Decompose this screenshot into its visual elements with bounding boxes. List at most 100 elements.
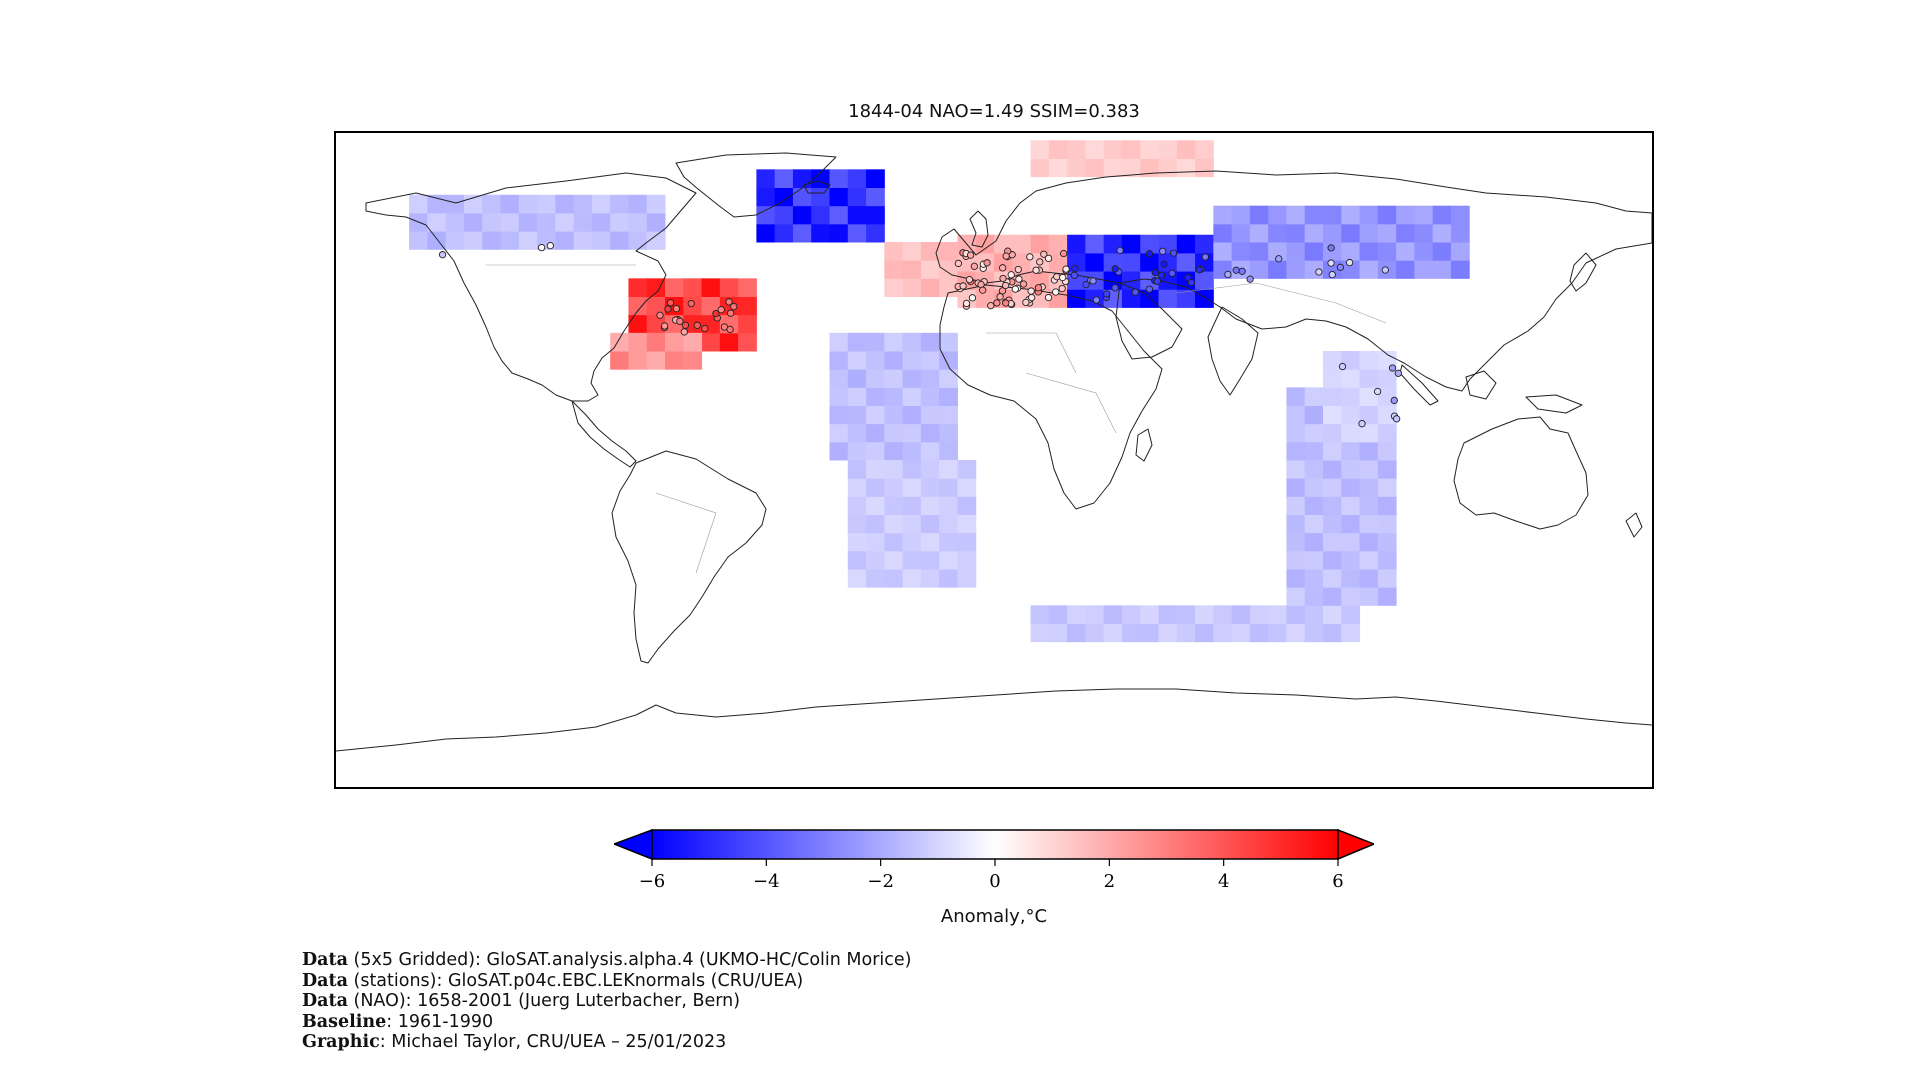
anomaly-cell [665,351,684,370]
anomaly-cell [866,514,885,534]
station-marker [1168,269,1176,277]
country-borders [486,264,1387,574]
station-marker [1381,266,1389,274]
anomaly-cell [1323,223,1342,243]
anomaly-cell [1377,223,1397,243]
anomaly-cell [866,351,885,370]
anomaly-cell [1450,205,1470,225]
anomaly-cell [1359,460,1379,479]
anomaly-cell [537,212,556,232]
station-marker [1032,266,1040,274]
anomaly-cell [427,212,447,232]
anomaly-cell [1359,423,1379,443]
credits-block: Data (5x5 Gridded): GloSAT.analysis.alph… [302,950,912,1053]
anomaly-cell [1323,532,1342,552]
anomaly-cell [555,212,575,232]
station-marker [1034,284,1043,292]
station-marker [1027,287,1035,295]
anomaly-cell [1341,532,1361,552]
anomaly-cell [1414,205,1434,225]
anomaly-cell [1323,387,1342,406]
anomaly-cell [646,314,666,334]
station-marker [1011,285,1019,293]
anomaly-cell [884,423,904,443]
anomaly-cell [829,205,849,225]
anomaly-cell [1213,605,1233,624]
anomaly-cell [1323,441,1342,461]
station-marker [1111,265,1119,273]
anomaly-cell [1341,242,1361,261]
colorbar-tick-label: −2 [867,871,894,892]
anomaly-cell [646,296,666,316]
anomaly-cell [1323,623,1342,643]
station-marker [1390,396,1398,405]
station-marker [1111,284,1119,292]
coastline-india [1207,306,1259,396]
anomaly-cell [518,194,538,214]
anomaly-cell [1359,514,1379,534]
station-marker [676,317,684,325]
anomaly-cell [1067,289,1086,308]
anomaly-cell [591,231,611,250]
station-marker [1392,415,1401,423]
station-marker [1002,252,1010,260]
anomaly-cell [1286,405,1306,425]
station-marker [1059,273,1067,282]
station-marker [1388,364,1397,372]
colorbar-gradient [651,829,1339,860]
station-marker [1089,277,1097,285]
coastline-south-america [611,450,767,664]
anomaly-cell [884,460,904,479]
anomaly-cell [1176,252,1196,272]
anomaly-cell [1067,623,1086,643]
anomaly-cell [774,187,794,207]
anomaly-cell [1121,140,1141,159]
anomaly-cell [884,441,904,461]
anomaly-cell [1396,223,1415,243]
anomaly-cell [1304,587,1324,606]
anomaly-cell [1323,405,1342,425]
station-marker [725,298,733,306]
anomaly-cell [1286,441,1306,461]
anomaly-cell [555,231,575,250]
anomaly-cell [756,223,776,243]
anomaly-cell [1286,223,1306,243]
anomaly-cell [1341,423,1361,443]
anomaly-cell [829,223,849,243]
station-marker [1062,265,1070,273]
station-marker [726,325,734,334]
anomaly-cell [847,532,867,552]
anomaly-cell [756,205,776,225]
anomaly-cell [847,351,867,370]
anomaly-cell [1249,605,1269,624]
anomaly-cell [1158,605,1178,624]
anomaly-cell [829,423,849,443]
anomaly-cell [1377,587,1397,606]
station-marker [1327,244,1335,252]
anomaly-cell [445,231,465,250]
anomaly-cell [920,532,940,552]
anomaly-cell [1103,158,1123,178]
anomaly-cell [1359,242,1379,261]
anomaly-cell [646,332,666,352]
anomaly-cell [1085,623,1105,643]
anomaly-cell [1359,405,1379,425]
station-marker [1026,253,1034,261]
anomaly-cell [1286,532,1306,552]
anomaly-cell [939,569,958,588]
anomaly-cell [847,169,867,188]
station-marker [1246,275,1254,283]
anomaly-cell [920,441,940,461]
anomaly-cell [847,387,867,406]
anomaly-cell [1176,158,1196,178]
anomaly-cell [1195,289,1214,308]
anomaly-cell [610,212,629,232]
border-asia [1175,282,1387,324]
anomaly-cell [1377,405,1397,425]
anomaly-cell [1304,569,1324,588]
credit-line-nao: Data (NAO): 1658-2001 (Juerg Luterbacher… [302,991,741,1011]
anomaly-cell [1121,158,1141,178]
anomaly-cell [1359,260,1379,279]
anomaly-cell [1048,158,1068,178]
anomaly-cell [1249,242,1269,261]
